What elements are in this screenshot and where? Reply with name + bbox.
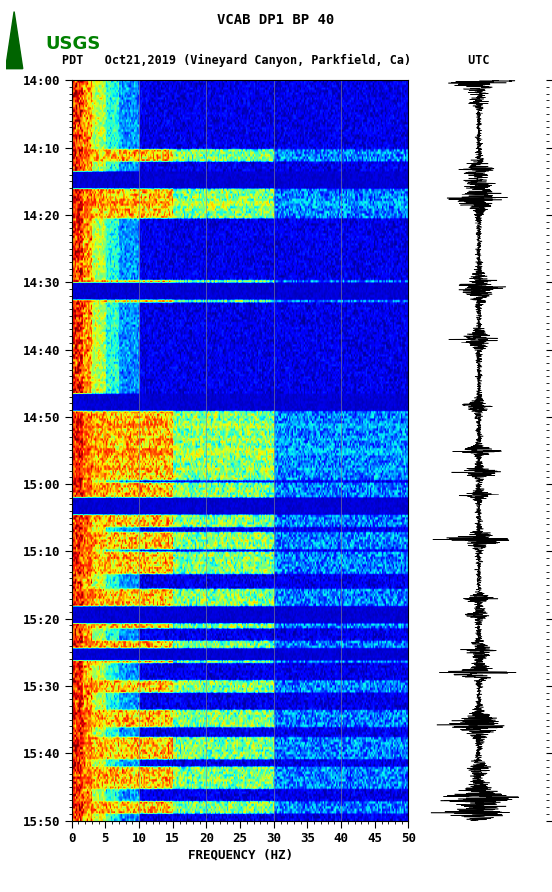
Text: PDT   Oct21,2019 (Vineyard Canyon, Parkfield, Ca)        UTC: PDT Oct21,2019 (Vineyard Canyon, Parkfie… xyxy=(62,54,490,67)
X-axis label: FREQUENCY (HZ): FREQUENCY (HZ) xyxy=(188,848,293,861)
Text: VCAB DP1 BP 40: VCAB DP1 BP 40 xyxy=(217,13,335,27)
Text: USGS: USGS xyxy=(45,35,100,53)
Polygon shape xyxy=(6,12,23,69)
